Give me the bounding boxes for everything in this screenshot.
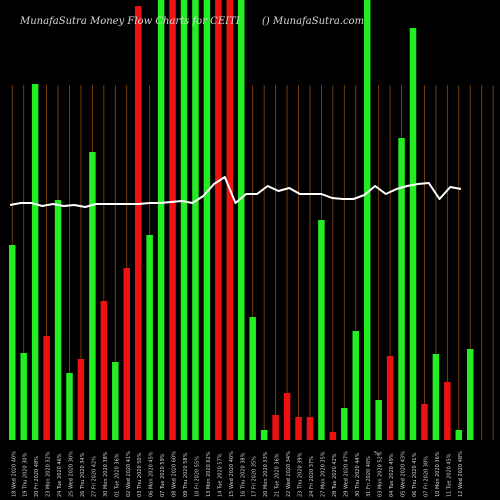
bar — [43, 336, 50, 440]
x-tick-label: 23 Thu 2020 39% — [298, 452, 304, 497]
bar — [238, 0, 245, 440]
bar — [77, 359, 85, 440]
x-tick-label: 22 Wed 2020 34% — [286, 451, 292, 497]
x-tick-label: 02 Wed 2020 41% — [126, 451, 132, 497]
x-tick-label: 30 Thu 2020 44% — [355, 452, 361, 497]
x-tick-label: 20 Mon 2020 33% — [263, 451, 269, 497]
x-tick-label: 24 Tue 2020 46% — [57, 453, 63, 497]
x-tick-label: 04 Tue 2020 49% — [389, 453, 395, 497]
bar — [295, 417, 302, 440]
x-tick-label: 14 Tue 2020 57% — [217, 453, 223, 497]
bar — [318, 220, 325, 440]
bar — [306, 417, 314, 440]
x-tick-label: 26 Thu 2020 34% — [80, 452, 86, 497]
bar — [386, 356, 394, 440]
bar — [283, 393, 291, 440]
x-tick-label: 08 Wed 2020 60% — [172, 451, 178, 497]
bar — [169, 0, 176, 440]
bar — [54, 200, 62, 440]
x-tick-label: 07 Tue 2020 59% — [160, 453, 166, 497]
bar — [180, 0, 188, 440]
bar — [444, 382, 451, 440]
bar-series — [9, 0, 474, 440]
x-tick-label: 06 Thu 2020 41% — [412, 452, 418, 497]
x-tick-label: 25 Wed 2020 30% — [69, 451, 75, 497]
bar — [9, 245, 16, 440]
bar — [409, 28, 417, 440]
x-tick-label: 23 Mon 2020 32% — [46, 451, 52, 497]
bar — [329, 432, 337, 440]
x-tick-label: 18 Wed 2020 40% — [11, 451, 17, 497]
bar — [215, 0, 222, 440]
x-tick-label: 20 Fri 2020 48% — [34, 456, 40, 497]
x-tick-label: 01 Tue 2020 36% — [114, 453, 120, 497]
x-tick-label: 15 Wed 2020 40% — [229, 451, 235, 497]
x-tick-label: 16 Thu 2020 38% — [240, 452, 246, 497]
x-tick-label: 30 Mon 2020 38% — [103, 451, 109, 497]
bar — [363, 0, 371, 440]
bar — [192, 0, 199, 440]
bar — [467, 349, 474, 440]
x-tick-label: 19 Thu 2020 30% — [23, 452, 29, 497]
x-tick-label: 27 Mon 2020 35% — [320, 451, 326, 497]
bar — [249, 317, 256, 440]
x-tick-label: 03 Thu 2020 50% — [137, 452, 143, 497]
bar — [146, 235, 153, 440]
x-tick-label: 17 Fri 2020 35% — [252, 456, 258, 497]
x-axis-labels: 18 Wed 2020 40% 19 Thu 2020 30% 20 Fri 202… — [11, 451, 464, 497]
x-tick-label: 07 Fri 2020 38% — [423, 456, 429, 497]
x-tick-label: 12 Wed 2020 48% — [458, 451, 464, 497]
bar — [134, 6, 142, 440]
bar — [203, 0, 211, 440]
bar — [341, 408, 348, 440]
x-axis-percent-mark: % — [374, 451, 379, 457]
flow-line — [9, 176, 462, 208]
bar — [432, 354, 440, 440]
x-tick-label: 09 Thu 2020 58% — [183, 452, 189, 497]
chart-title: MunafaSutra Money Flow Charts for CEITI — [20, 16, 240, 27]
bar — [272, 415, 279, 440]
x-tick-label: 11 Tue 2020 45% — [446, 453, 452, 497]
bar — [455, 430, 463, 440]
bar — [421, 404, 428, 440]
bar — [20, 353, 27, 440]
bar — [226, 0, 234, 440]
x-tick-label: 27 Fri 2020 42% — [91, 456, 97, 497]
bar — [352, 331, 359, 440]
bar — [123, 268, 130, 440]
x-tick-label: 10 Mon 2020 36% — [435, 451, 441, 497]
bar — [31, 84, 39, 440]
x-tick-label: 05 Wed 2020 43% — [401, 451, 407, 497]
bar — [398, 138, 405, 440]
flow-line-series — [9, 176, 462, 208]
bar — [260, 430, 268, 440]
x-tick-label: 13 Mon 2020 62% — [206, 451, 212, 497]
bar — [375, 400, 382, 440]
bar — [100, 301, 108, 440]
watermark: () MunafaSutra.com — [262, 16, 365, 27]
x-tick-label: 10 Fri 2020 55% — [194, 456, 200, 497]
x-tick-label: 03 Mon 2020 52% — [378, 451, 384, 497]
bar — [89, 152, 96, 440]
x-tick-label: 06 Mon 2020 45% — [149, 451, 155, 497]
bar — [112, 362, 119, 440]
x-tick-label: 28 Tue 2020 42% — [332, 453, 338, 497]
x-tick-label: 24 Fri 2020 37% — [309, 456, 315, 497]
x-tick-label: 21 Tue 2020 36% — [275, 453, 281, 497]
x-tick-label: 29 Wed 2020 47% — [343, 451, 349, 497]
bar — [66, 373, 73, 440]
bar — [157, 0, 165, 440]
x-tick-label: 31 Fri 2020 40% — [366, 456, 372, 497]
